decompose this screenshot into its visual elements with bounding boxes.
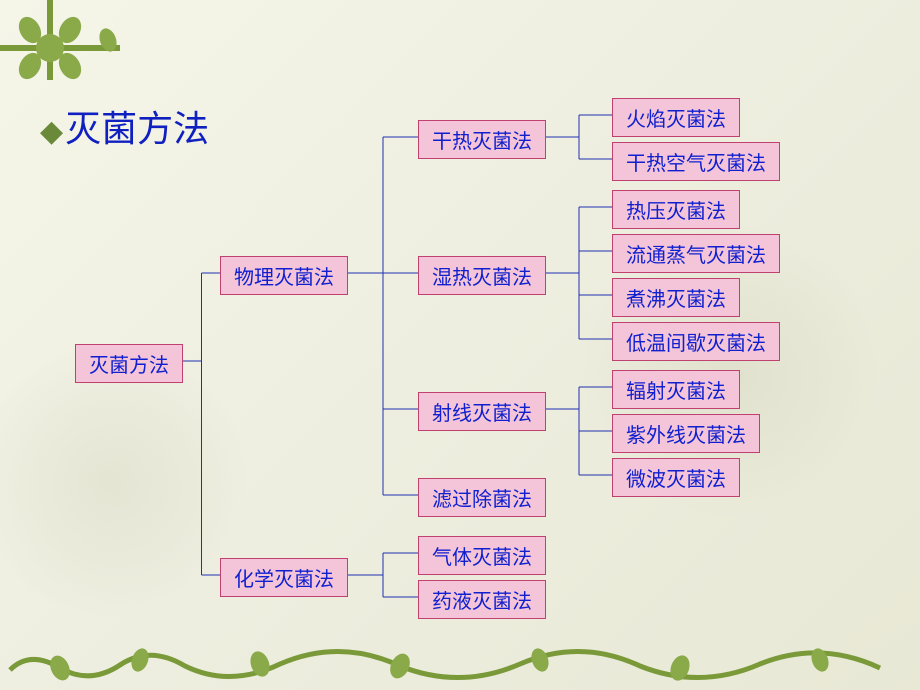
tree-l2-liq: 药液灭菌法 bbox=[418, 580, 546, 619]
tree-l3-7: 紫外线灭菌法 bbox=[612, 414, 760, 453]
tree-l3-6: 辐射灭菌法 bbox=[612, 370, 740, 409]
tree-l2-gas: 气体灭菌法 bbox=[418, 536, 546, 575]
tree-l1-chem: 化学灭菌法 bbox=[220, 558, 348, 597]
title-text: 灭菌方法 bbox=[65, 108, 209, 149]
vine-top-decoration bbox=[0, 0, 320, 100]
tree-l2-wet: 湿热灭菌法 bbox=[418, 256, 546, 295]
tree-l3-0: 火焰灭菌法 bbox=[612, 98, 740, 137]
tree-l3-2: 热压灭菌法 bbox=[612, 190, 740, 229]
tree-l3-3: 流通蒸气灭菌法 bbox=[612, 234, 780, 273]
tree-l3-5: 低温间歇灭菌法 bbox=[612, 322, 780, 361]
tree-l2-dry: 干热灭菌法 bbox=[418, 120, 546, 159]
vine-bottom-decoration bbox=[0, 630, 920, 690]
tree-l3-1: 干热空气灭菌法 bbox=[612, 142, 780, 181]
tree-l1-phys: 物理灭菌法 bbox=[220, 256, 348, 295]
slide-title: ◆灭菌方法 bbox=[40, 100, 209, 152]
tree-l2-ray: 射线灭菌法 bbox=[418, 392, 546, 431]
tree-l3-4: 煮沸灭菌法 bbox=[612, 278, 740, 317]
tree-l3-8: 微波灭菌法 bbox=[612, 458, 740, 497]
tree-l2-filt: 滤过除菌法 bbox=[418, 478, 546, 517]
title-bullet-icon: ◆ bbox=[40, 115, 63, 148]
tree-root: 灭菌方法 bbox=[75, 344, 183, 383]
